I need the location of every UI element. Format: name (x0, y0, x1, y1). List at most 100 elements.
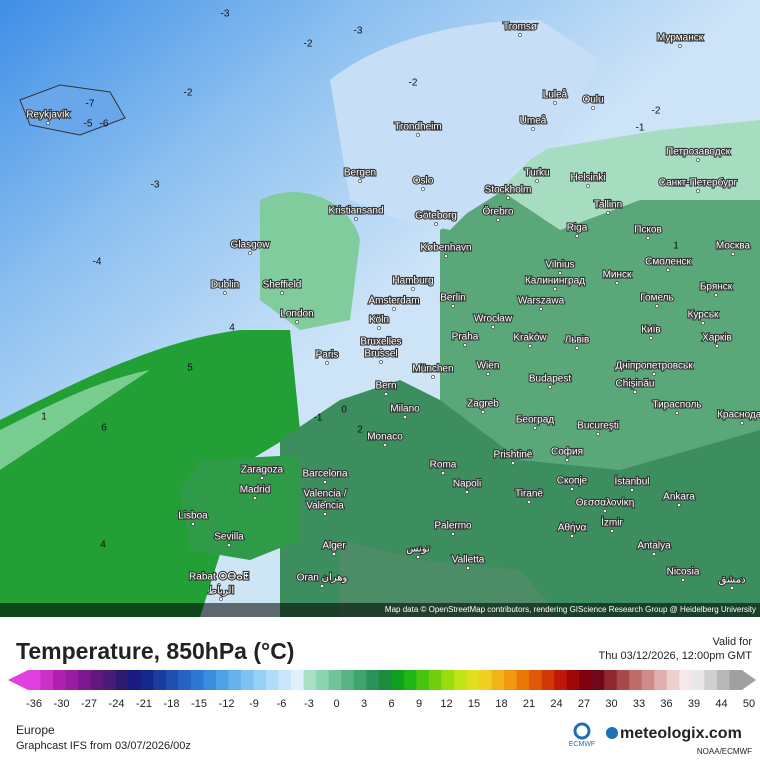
city-dot (377, 326, 381, 330)
contour-label: -2 (184, 88, 193, 99)
city-dot (527, 500, 531, 504)
city-dot (481, 410, 485, 414)
city-label: Wien (477, 361, 500, 372)
city-label: København (420, 243, 471, 254)
city-label: Ankara (663, 492, 695, 503)
city-dot (633, 390, 637, 394)
map: Map data © OpenStreetMap contributors, r… (0, 0, 760, 617)
city-label: Prishtinë (494, 450, 533, 461)
iberia (180, 455, 300, 560)
city-dot (383, 443, 387, 447)
city-label: Valencia / (303, 489, 346, 500)
city-label: Milano (390, 404, 420, 415)
colorbar-swatch (641, 670, 655, 690)
city-dot (652, 552, 656, 556)
colorbar-tick-label: 18 (495, 698, 507, 710)
colorbar-tick-label: -6 (277, 698, 287, 710)
city-dot (354, 217, 358, 221)
colorbar-swatch (40, 670, 54, 690)
colorbar-tick-label: -9 (249, 698, 259, 710)
city-dot (666, 268, 670, 272)
city-label: Скопје (557, 476, 588, 487)
city-dot (681, 578, 685, 582)
colorbar-swatch (165, 670, 179, 690)
contour-label: 2 (357, 425, 363, 436)
colorbar-swatch (704, 670, 718, 690)
city-label: Amsterdam (368, 296, 419, 307)
city-dot (715, 344, 719, 348)
colorbar-tick-label: -36 (26, 698, 42, 710)
colorbar-swatch (303, 670, 317, 690)
contour-label: -3 (221, 9, 230, 20)
city-dot (486, 372, 490, 376)
colorbar-swatch (391, 670, 405, 690)
city-label: تونس (406, 544, 430, 555)
city-dot (553, 101, 557, 105)
colorbar-tick-label: -21 (136, 698, 152, 710)
city-dot (531, 127, 535, 131)
contour-label: -3 (151, 180, 160, 191)
city-label: Monaco (367, 432, 403, 443)
brand: meteologix.com (620, 725, 742, 742)
city-dot (652, 372, 656, 376)
city-dot (731, 252, 735, 256)
city-dot (379, 348, 383, 352)
valid-label: Valid for (712, 636, 752, 648)
city-label: Luleå (543, 89, 568, 101)
colorbar-swatch (441, 670, 455, 690)
contour-label: -2 (652, 106, 661, 117)
colorbar-tick-label: 6 (388, 698, 394, 710)
city-dot (416, 133, 420, 137)
colorbar-swatch (215, 670, 229, 690)
colorbar-swatch (366, 670, 380, 690)
city-label: Tallinn (594, 200, 622, 211)
city-label: Chișinău (616, 379, 655, 390)
city-label: İstanbul (614, 475, 649, 488)
colorbar-arrow (742, 670, 756, 690)
city-dot (565, 458, 569, 462)
city-label: Bern (375, 381, 396, 392)
city-label: Львів (565, 335, 590, 346)
colorbar-swatch (654, 670, 668, 690)
city-dot (558, 271, 562, 275)
colorbar-tick-label: 33 (633, 698, 645, 710)
city-label: Antalya (637, 541, 671, 552)
colorbar-tick-label: -18 (164, 698, 180, 710)
britain (260, 192, 360, 330)
city-dot (511, 461, 515, 465)
city-label: Paris (316, 350, 339, 361)
city-label: Oulu (582, 95, 603, 106)
city-dot (730, 586, 734, 590)
city-dot (591, 106, 595, 110)
city-label: Харків (702, 333, 732, 344)
city-label: Київ (641, 325, 661, 336)
colorbar-tick-label: 15 (468, 698, 480, 710)
colorbar-tick-label: 36 (660, 698, 672, 710)
city-label: Bruxelles (360, 337, 401, 348)
colorbar-swatch (729, 670, 743, 690)
colorbar-tick-label: -12 (219, 698, 235, 710)
city-dot (253, 496, 257, 500)
colorbar-tick-label: 44 (715, 698, 727, 710)
model-run: Graphcast IFS from 03/07/2026/00z (16, 740, 191, 752)
city-label: Köln (369, 315, 389, 326)
colorbar-swatch (428, 670, 442, 690)
colorbar-tick-label: 3 (361, 698, 367, 710)
city-dot (696, 189, 700, 193)
colorbar-swatch (516, 670, 530, 690)
city-dot (615, 281, 619, 285)
colorbar (8, 670, 756, 690)
city-dot (323, 512, 327, 516)
africa (340, 540, 560, 617)
city-dot (451, 304, 455, 308)
warm-air (0, 370, 150, 470)
footer: Europe Graphcast IFS from 03/07/2026/00z… (16, 722, 752, 756)
city-label: Минск (603, 270, 632, 281)
city-dot (535, 179, 539, 183)
city-dot (441, 471, 445, 475)
city-dot (491, 325, 495, 329)
city-dot (379, 360, 383, 364)
city-dot (677, 503, 681, 507)
city-label: München (412, 364, 453, 375)
